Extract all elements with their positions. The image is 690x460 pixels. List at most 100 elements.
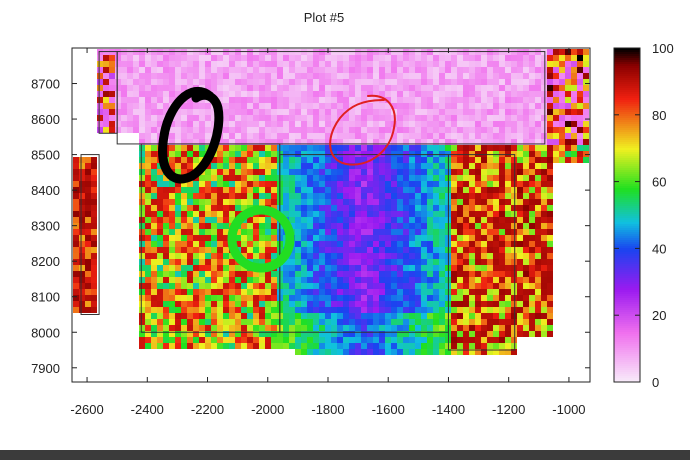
heatmap-cell [517,169,523,175]
x-tick-label: -1800 [311,402,344,417]
heatmap-cell [331,163,337,169]
heatmap-cell [139,85,145,91]
heatmap-cell [289,115,295,121]
heatmap-cell [415,319,421,325]
heatmap-cell [505,79,511,85]
heatmap-cell [493,241,499,247]
heatmap-cell [475,247,481,253]
heatmap-cell [409,283,415,289]
colorbar-step [614,164,640,167]
heatmap-cell [313,337,319,343]
heatmap-cell [235,199,241,205]
heatmap-cell [493,121,499,127]
heatmap-cell [211,229,217,235]
heatmap-cell [343,229,349,235]
heatmap-cell [385,235,391,241]
heatmap-cell [397,163,403,169]
heatmap-cell [337,145,343,151]
heatmap-cell [187,163,193,169]
heatmap-cell [223,259,229,265]
heatmap-cell [139,217,145,223]
heatmap-cell [283,295,289,301]
heatmap-cell [217,73,223,79]
heatmap-cell [217,181,223,187]
heatmap-cell [577,157,583,163]
heatmap-cell [541,109,547,115]
heatmap-cell [391,79,397,85]
heatmap-cell [133,127,139,133]
heatmap-cell [295,61,301,67]
heatmap-cell [169,127,175,133]
heatmap-cell [199,127,205,133]
heatmap-cell [403,259,409,265]
heatmap-cell [529,73,535,79]
heatmap-cell [541,205,547,211]
heatmap-cell [361,193,367,199]
heatmap-cell [379,217,385,223]
heatmap-cell [367,67,373,73]
heatmap-cell [211,301,217,307]
heatmap-cell [457,301,463,307]
heatmap-cell [505,271,511,277]
heatmap-cell [199,109,205,115]
heatmap-cell [97,79,103,85]
heatmap-cell [367,139,373,145]
heatmap-cell [169,289,175,295]
heatmap-cell [511,343,517,349]
heatmap-cell [499,55,505,61]
heatmap-cell [511,157,517,163]
heatmap-cell [541,199,547,205]
colorbar-step [614,202,640,205]
heatmap-cell [325,325,331,331]
heatmap-cell [505,331,511,337]
heatmap-cell [319,205,325,211]
heatmap-cell [307,103,313,109]
heatmap-cell [349,157,355,163]
heatmap-cell [145,79,151,85]
heatmap-cell [259,181,265,187]
heatmap-cell [295,289,301,295]
heatmap-cell [97,97,103,103]
heatmap-cell [223,127,229,133]
heatmap-cell [97,61,103,67]
heatmap-cell [343,343,349,349]
heatmap-cell [295,97,301,103]
heatmap-cell [415,241,421,247]
heatmap-cell [319,331,325,337]
heatmap-cell [385,193,391,199]
heatmap-cell [493,103,499,109]
heatmap-cell [535,247,541,253]
heatmap-cell [175,199,181,205]
heatmap-cell [433,277,439,283]
heatmap-cell [523,313,529,319]
heatmap-cell [541,247,547,253]
heatmap-cell [487,283,493,289]
heatmap-cell [343,319,349,325]
heatmap-cell [409,121,415,127]
heatmap-cell [205,289,211,295]
heatmap-cell [235,73,241,79]
heatmap-cell [223,295,229,301]
heatmap-cell [397,133,403,139]
heatmap-cell [397,229,403,235]
heatmap-cell [379,61,385,67]
heatmap-cell [469,277,475,283]
heatmap-cell [337,283,343,289]
heatmap-cell [547,247,553,253]
heatmap-cell [415,97,421,103]
heatmap-cell [235,343,241,349]
heatmap-cell [235,205,241,211]
heatmap-cell [85,175,91,181]
heatmap-cell [535,193,541,199]
heatmap-cell [271,229,277,235]
heatmap-cell [187,151,193,157]
heatmap-cell [217,289,223,295]
heatmap-cell [415,307,421,313]
heatmap-cell [493,265,499,271]
heatmap-cell [559,109,565,115]
heatmap-cell [505,175,511,181]
heatmap-cell [163,199,169,205]
heatmap-cell [379,313,385,319]
heatmap-cell [373,103,379,109]
heatmap-cell [169,133,175,139]
